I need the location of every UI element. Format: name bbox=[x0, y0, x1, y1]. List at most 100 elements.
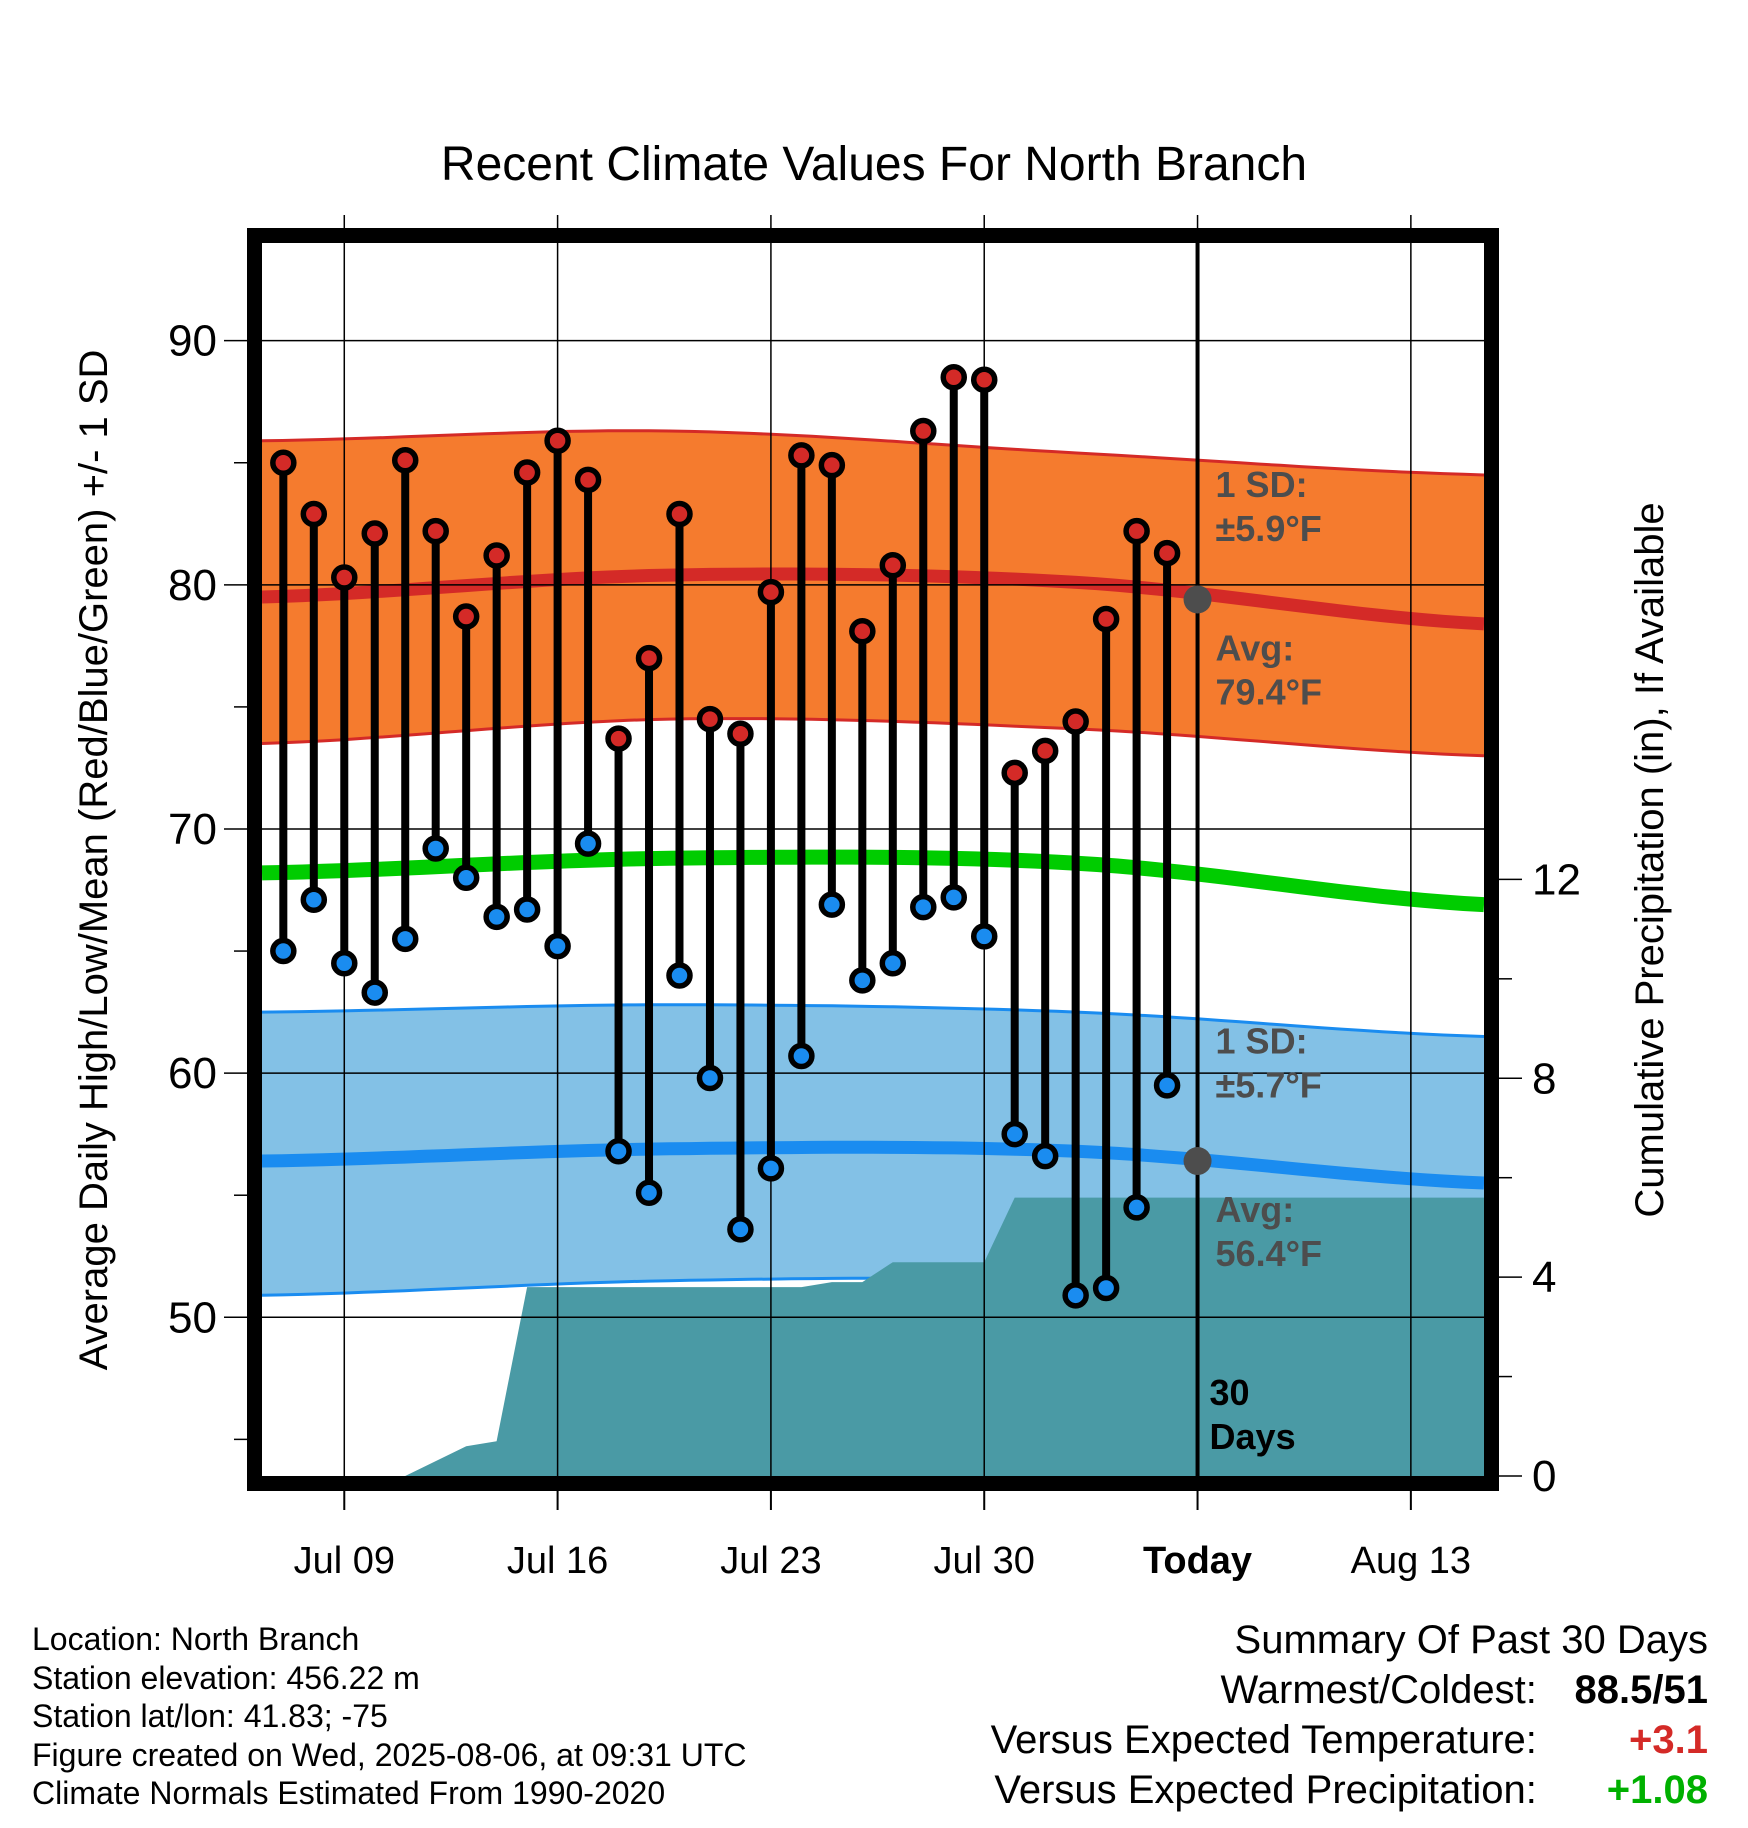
x-tick-label: Aug 13 bbox=[1351, 1540, 1471, 1582]
daily-low-point bbox=[1062, 1282, 1089, 1309]
summary-heading: Summary Of Past 30 Days bbox=[1234, 1618, 1708, 1662]
temp-label: Versus Expected Temperature: bbox=[990, 1718, 1537, 1762]
x-tick-label: Today bbox=[1143, 1540, 1252, 1582]
daily-low-point bbox=[818, 891, 846, 918]
x-tick-label: Jul 09 bbox=[294, 1540, 395, 1582]
x-axis-title: Day bbox=[838, 1599, 909, 1600]
daily-low-point bbox=[574, 830, 602, 857]
daily-low-point bbox=[270, 937, 297, 965]
daily-high-point bbox=[818, 451, 846, 479]
daily-low-point bbox=[1092, 1274, 1120, 1302]
daily-low-point bbox=[910, 893, 937, 921]
today-low-normal-marker bbox=[1183, 1147, 1212, 1176]
location-text: Location: North Branch bbox=[32, 1621, 360, 1657]
chart-title: Recent Climate Values For North Branch bbox=[441, 138, 1307, 191]
daily-low-point bbox=[970, 923, 998, 950]
daily-high-point bbox=[422, 517, 449, 545]
daily-high-point bbox=[361, 520, 389, 547]
y2-tick-label: 8 bbox=[1532, 1054, 1556, 1103]
daily-high-point bbox=[910, 417, 937, 445]
daily-high-point bbox=[970, 366, 998, 393]
warm-cold-label: Warmest/Coldest: bbox=[1220, 1668, 1537, 1712]
y-axis-title: Average Daily High/Low/Mean (Red/Blue/Gr… bbox=[72, 350, 116, 1371]
daily-high-point bbox=[544, 427, 571, 455]
daily-high-point bbox=[483, 542, 510, 569]
temp-row: Versus Expected Temperature: +3.1 bbox=[991, 1715, 1708, 1765]
high-sd-band bbox=[262, 430, 1484, 756]
climate-chart: Recent Climate Values For North Branch 1… bbox=[72, 138, 1672, 1600]
daily-high-point bbox=[1092, 605, 1120, 633]
daily-high-point bbox=[788, 442, 815, 469]
daily-low-point bbox=[879, 950, 907, 977]
normals-text: Climate Normals Estimated From 1990-2020 bbox=[32, 1775, 666, 1811]
daily-low-point bbox=[1031, 1142, 1059, 1170]
warm-cold-row: Warmest/Coldest: 88.5/51 bbox=[991, 1665, 1709, 1715]
daily-high-point bbox=[1062, 708, 1089, 735]
low-sd-label: 1 SD: bbox=[1216, 1021, 1308, 1062]
y2-tick-label: 0 bbox=[1532, 1452, 1556, 1501]
daily-low-point bbox=[940, 884, 968, 911]
temp-value: +3.1 bbox=[1629, 1718, 1708, 1762]
y-tick-label: 60 bbox=[168, 1049, 217, 1098]
daily-low-point bbox=[635, 1179, 663, 1207]
daily-high-point bbox=[849, 617, 876, 645]
daily-low-point bbox=[361, 979, 389, 1006]
daily-low-point bbox=[849, 967, 876, 994]
days-label: Days bbox=[1210, 1416, 1296, 1457]
daily-low-point bbox=[422, 835, 449, 862]
daily-high-point bbox=[391, 447, 419, 474]
daily-low-point bbox=[300, 886, 328, 914]
daily-high-point bbox=[727, 720, 754, 748]
low-avg-value: 56.4°F bbox=[1216, 1233, 1322, 1274]
precip-area bbox=[283, 1197, 1484, 1476]
daily-low-point bbox=[452, 864, 480, 892]
y2-axis-title: Cumulative Precipitation (in), If Availa… bbox=[1628, 502, 1672, 1217]
normal-low-line bbox=[262, 1140, 1484, 1190]
warm-cold-value: 88.5/51 bbox=[1574, 1668, 1708, 1712]
high-avg-label: Avg: bbox=[1216, 628, 1295, 669]
x-tick-label: Jul 16 bbox=[507, 1540, 608, 1582]
y-tick-label: 50 bbox=[168, 1293, 217, 1342]
elevation-text: Station elevation: 456.22 m bbox=[32, 1659, 420, 1696]
daily-low-point bbox=[1123, 1194, 1150, 1221]
high-sd-value: ±5.9°F bbox=[1216, 508, 1322, 549]
high-sd-label: 1 SD: bbox=[1216, 464, 1308, 505]
y2-tick-label: 12 bbox=[1532, 855, 1581, 904]
days-count: 30 bbox=[1210, 1372, 1250, 1413]
x-tick-label: Jul 23 bbox=[720, 1540, 821, 1582]
low-sd-value: ±5.7°F bbox=[1216, 1065, 1322, 1106]
daily-low-point bbox=[696, 1064, 724, 1092]
daily-low-point bbox=[483, 903, 510, 931]
daily-high-point bbox=[696, 705, 724, 733]
plot-frame bbox=[247, 228, 1499, 1491]
low-avg-label: Avg: bbox=[1216, 1189, 1295, 1230]
daily-low-point bbox=[544, 932, 571, 960]
precip-label: Versus Expected Precipitation: bbox=[994, 1768, 1537, 1812]
daily-high-point bbox=[1123, 517, 1150, 545]
precip-value: +1.08 bbox=[1606, 1768, 1708, 1812]
daily-high-point bbox=[1031, 737, 1059, 765]
daily-high-point bbox=[605, 725, 632, 752]
daily-low-point bbox=[788, 1042, 815, 1070]
daily-high-point bbox=[757, 578, 785, 606]
daily-high-point bbox=[1153, 539, 1181, 567]
daily-low-point bbox=[727, 1216, 754, 1243]
summary-panel: Summary Of Past 30 Days Warmest/Coldest:… bbox=[991, 1615, 1708, 1815]
daily-low-point bbox=[1001, 1120, 1028, 1148]
y-tick-label: 80 bbox=[168, 561, 217, 610]
daily-low-point bbox=[605, 1138, 632, 1165]
daily-high-point bbox=[635, 644, 663, 672]
daily-high-point bbox=[513, 459, 541, 486]
y-tick-label: 90 bbox=[168, 317, 217, 366]
daily-high-point bbox=[270, 449, 297, 476]
created-text: Figure created on Wed, 2025-08-06, at 09… bbox=[32, 1736, 747, 1773]
daily-low-point bbox=[666, 962, 693, 989]
daily-high-point bbox=[940, 364, 968, 391]
daily-low-point bbox=[757, 1155, 785, 1182]
daily-high-point bbox=[300, 500, 328, 528]
daily-high-point bbox=[574, 466, 602, 494]
y2-tick-label: 4 bbox=[1532, 1253, 1556, 1302]
low-sd-band-upper-edge bbox=[262, 1003, 1484, 1038]
normal-high-line bbox=[262, 567, 1484, 631]
